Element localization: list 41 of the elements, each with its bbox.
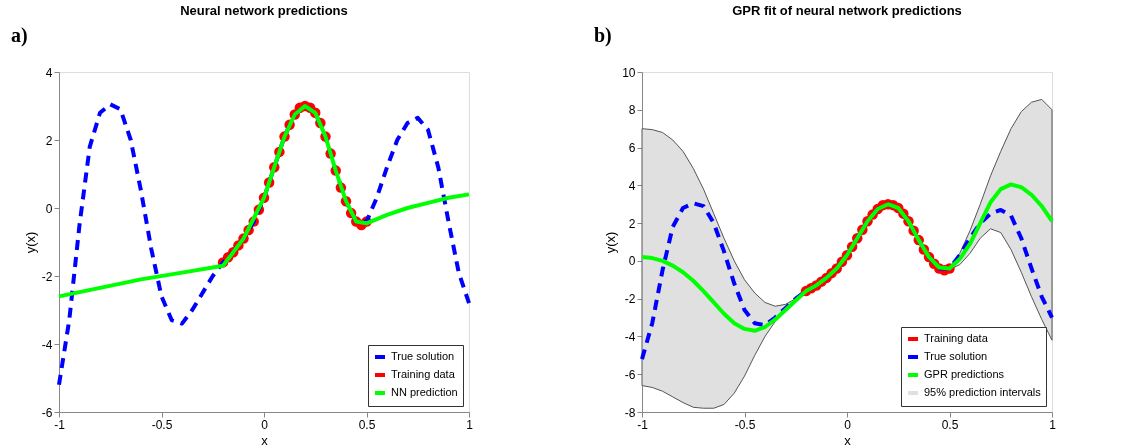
y-tick-label: -4 [41,337,53,352]
legend-label: True solution [391,350,455,362]
y-tick-label: -4 [624,329,636,344]
y-tick-label: 4 [628,178,636,193]
y-tick-label: -2 [41,269,53,284]
y-tick-label: -8 [624,405,636,420]
x-axis-title: x [261,432,269,448]
x-tick-label: 0 [261,417,269,432]
y-tick-label: -6 [624,367,636,382]
x-tick-label: -0.5 [151,417,173,432]
y-tick-label: 2 [628,216,636,231]
y-tick-label: -2 [624,292,636,307]
chart-title: GPR fit of neural network predictions [732,3,962,18]
y-axis-title: y(x) [22,231,38,254]
y-tick-label: 6 [628,141,636,156]
y-tick-label: 0 [628,254,636,269]
y-tick-label: -6 [41,405,53,420]
legend-label: Training data [391,368,456,380]
y-tick-label: 0 [45,201,53,216]
y-tick-label: 2 [45,133,53,148]
text: a) [11,24,28,47]
legend-label: 95% prediction intervals [924,386,1042,398]
legend-label: GPR predictions [924,368,1005,380]
chart-title: Neural network predictions [180,3,348,18]
legend-label: Training data [924,332,989,344]
x-tick-label: -0.5 [734,417,756,432]
x-axis-title: x [844,432,852,448]
y-tick-label: 8 [628,103,636,118]
x-tick-label: 0.5 [941,417,959,432]
x-tick-label: 0 [844,417,852,432]
legend-label: True solution [924,350,988,362]
x-tick-label: -1 [637,417,649,432]
legend-label: NN prediction [391,386,458,398]
x-tick-label: 1 [1049,417,1057,432]
y-tick-label: 10 [622,65,636,80]
x-tick-label: 0.5 [358,417,376,432]
y-tick-label: 4 [45,65,53,80]
x-tick-label: 1 [466,417,474,432]
y-axis-title: y(x) [603,231,619,254]
x-tick-label: -1 [54,417,66,432]
text: b) [594,24,612,47]
